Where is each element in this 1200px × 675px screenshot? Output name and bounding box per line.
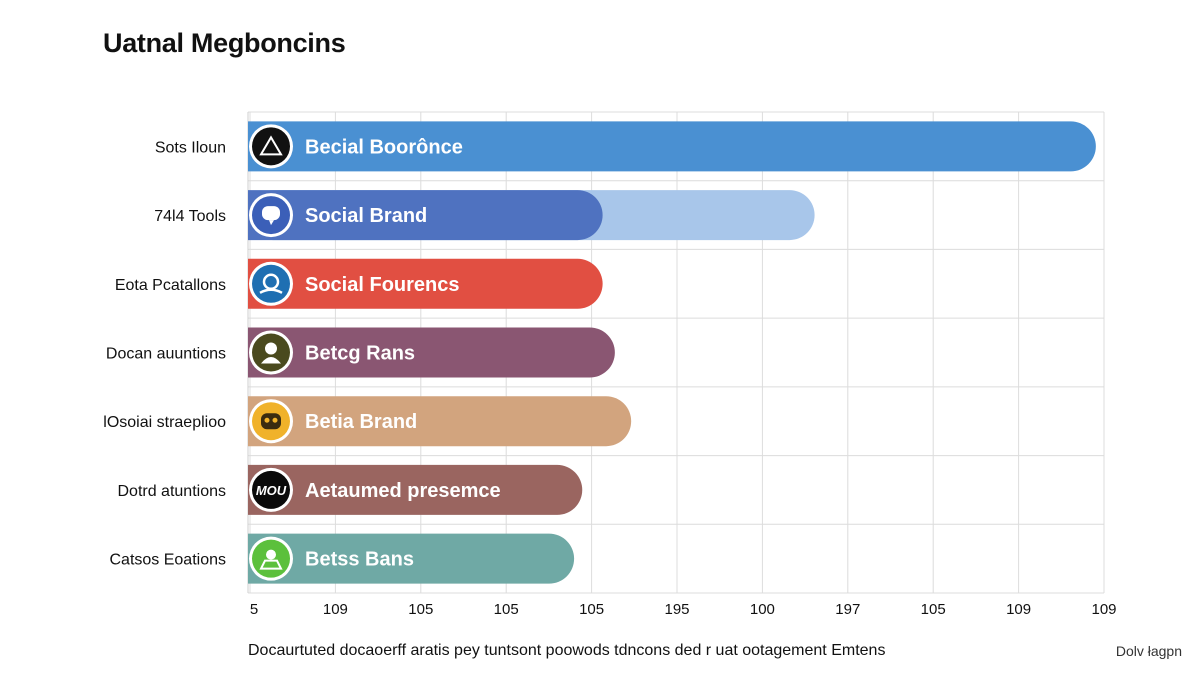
category-label: 74l4 Tools — [154, 208, 226, 225]
bar-label: Betcg Rans — [305, 343, 415, 365]
triangle-warning-icon — [252, 127, 290, 166]
bar — [248, 327, 615, 378]
bar — [248, 121, 1096, 172]
bars: Becial Boorônce Social Brand Social Fouren… — [248, 121, 1096, 584]
bar — [248, 533, 575, 584]
x-tick-label: 109 — [323, 601, 348, 618]
source-credit: Dolv łagpn — [1115, 643, 1182, 659]
x-tick-label: 100 — [750, 601, 775, 618]
x-tick-label: 105 — [494, 601, 519, 618]
icon-glyph — [261, 357, 281, 364]
bar-label: Betia Brand — [305, 411, 417, 433]
bar-label: Betss Bans — [305, 549, 414, 571]
category-label: Catsos Eoations — [109, 552, 226, 569]
bar — [248, 190, 603, 241]
bar — [248, 464, 583, 515]
bar — [248, 396, 632, 447]
x-tick-label: 5 — [250, 601, 258, 618]
bar-label: Aetaumed presemce — [305, 480, 501, 502]
bar — [248, 258, 603, 309]
x-tick-label: 195 — [664, 601, 689, 618]
icon-glyph — [259, 135, 283, 156]
footnote: Docaurtuted docaoerff aratis pey tuntson… — [248, 642, 886, 659]
icon-glyph — [265, 342, 277, 355]
icon-glyph — [264, 417, 270, 423]
bar-label: Becial Boorônce — [305, 136, 463, 158]
icon-text: MOU — [256, 483, 287, 498]
icon-glyph — [259, 559, 283, 570]
category-label: Docan auuntions — [106, 346, 226, 363]
x-tick-labels: 5 109 105 105 105 195 100 197 105 109 109 — [250, 601, 1117, 618]
icon-glyph — [272, 417, 278, 423]
x-tick-label: 105 — [408, 601, 433, 618]
icon-glyph — [266, 549, 276, 560]
category-label: Sots Iloun — [155, 139, 226, 156]
x-tick-label: 109 — [1091, 601, 1116, 618]
icon-glyph — [269, 220, 274, 226]
x-tick-label: 105 — [579, 601, 604, 618]
chart-title: Uatnal Megboncins — [103, 28, 346, 58]
icon-glyph — [259, 288, 283, 294]
icon-glyph — [261, 413, 281, 430]
text-logo-icon — [252, 470, 290, 509]
person-target-icon — [252, 264, 290, 303]
x-tick-label: 105 — [921, 601, 946, 618]
category-label: Dotrd atuntions — [117, 483, 226, 500]
category-label: lOsoiai straeplioo — [103, 414, 226, 431]
x-tick-label: 197 — [835, 601, 860, 618]
icon-glyph — [262, 206, 280, 221]
bar-label: Social Brand — [305, 205, 427, 227]
x-tick-label: 109 — [1006, 601, 1031, 618]
category-label: Eota Pcatallons — [115, 277, 226, 294]
category-labels: Sots Iloun 74l4 Tools Eota Pcatallons Docan… — [103, 139, 226, 568]
bar-label: Social Fourencs — [305, 274, 460, 296]
